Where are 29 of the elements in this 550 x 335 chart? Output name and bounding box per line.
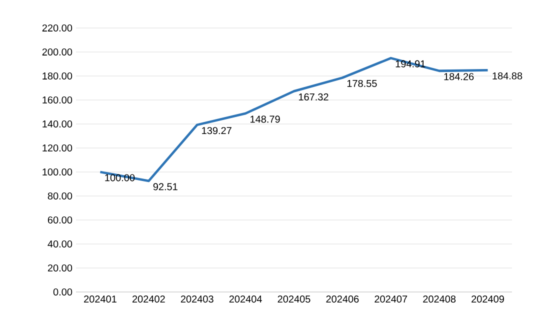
x-tick-label: 202403 bbox=[180, 296, 214, 303]
x-tick-label: 202407 bbox=[374, 296, 408, 303]
data-label: 148.79 bbox=[250, 116, 280, 123]
y-tick-label: 140.00 bbox=[42, 120, 72, 128]
y-tick-label: 200.00 bbox=[42, 48, 72, 56]
y-tick-label: 100.00 bbox=[42, 168, 72, 176]
data-label: 184.26 bbox=[444, 73, 474, 80]
data-label: 178.55 bbox=[347, 80, 377, 88]
x-tick-label: 202406 bbox=[326, 296, 359, 303]
data-label: 184.88 bbox=[492, 72, 522, 80]
x-tick-label: 202402 bbox=[132, 296, 165, 303]
y-tick-label: 120.00 bbox=[42, 144, 72, 152]
y-tick-label: 220.00 bbox=[42, 24, 72, 32]
x-tick-label: 202409 bbox=[472, 296, 504, 303]
y-tick-label: 80.00 bbox=[48, 192, 72, 200]
y-tick-label: 180.00 bbox=[42, 72, 72, 80]
line-series bbox=[99, 56, 489, 182]
data-label: 167.32 bbox=[298, 93, 328, 100]
x-tick-label: 202401 bbox=[84, 296, 116, 303]
y-tick-label: 160.00 bbox=[42, 96, 72, 104]
x-tick-label: 202404 bbox=[229, 296, 262, 303]
data-label: 92.51 bbox=[153, 183, 178, 190]
y-tick-label: 0.00 bbox=[53, 288, 72, 296]
x-tick-label: 202408 bbox=[423, 296, 456, 303]
y-tick-label: 60.00 bbox=[48, 216, 72, 224]
y-tick-label: 20.00 bbox=[48, 264, 72, 272]
data-label: 139.27 bbox=[202, 127, 232, 134]
y-tick-label: 40.00 bbox=[48, 240, 72, 248]
x-tick-label: 202405 bbox=[278, 296, 310, 303]
